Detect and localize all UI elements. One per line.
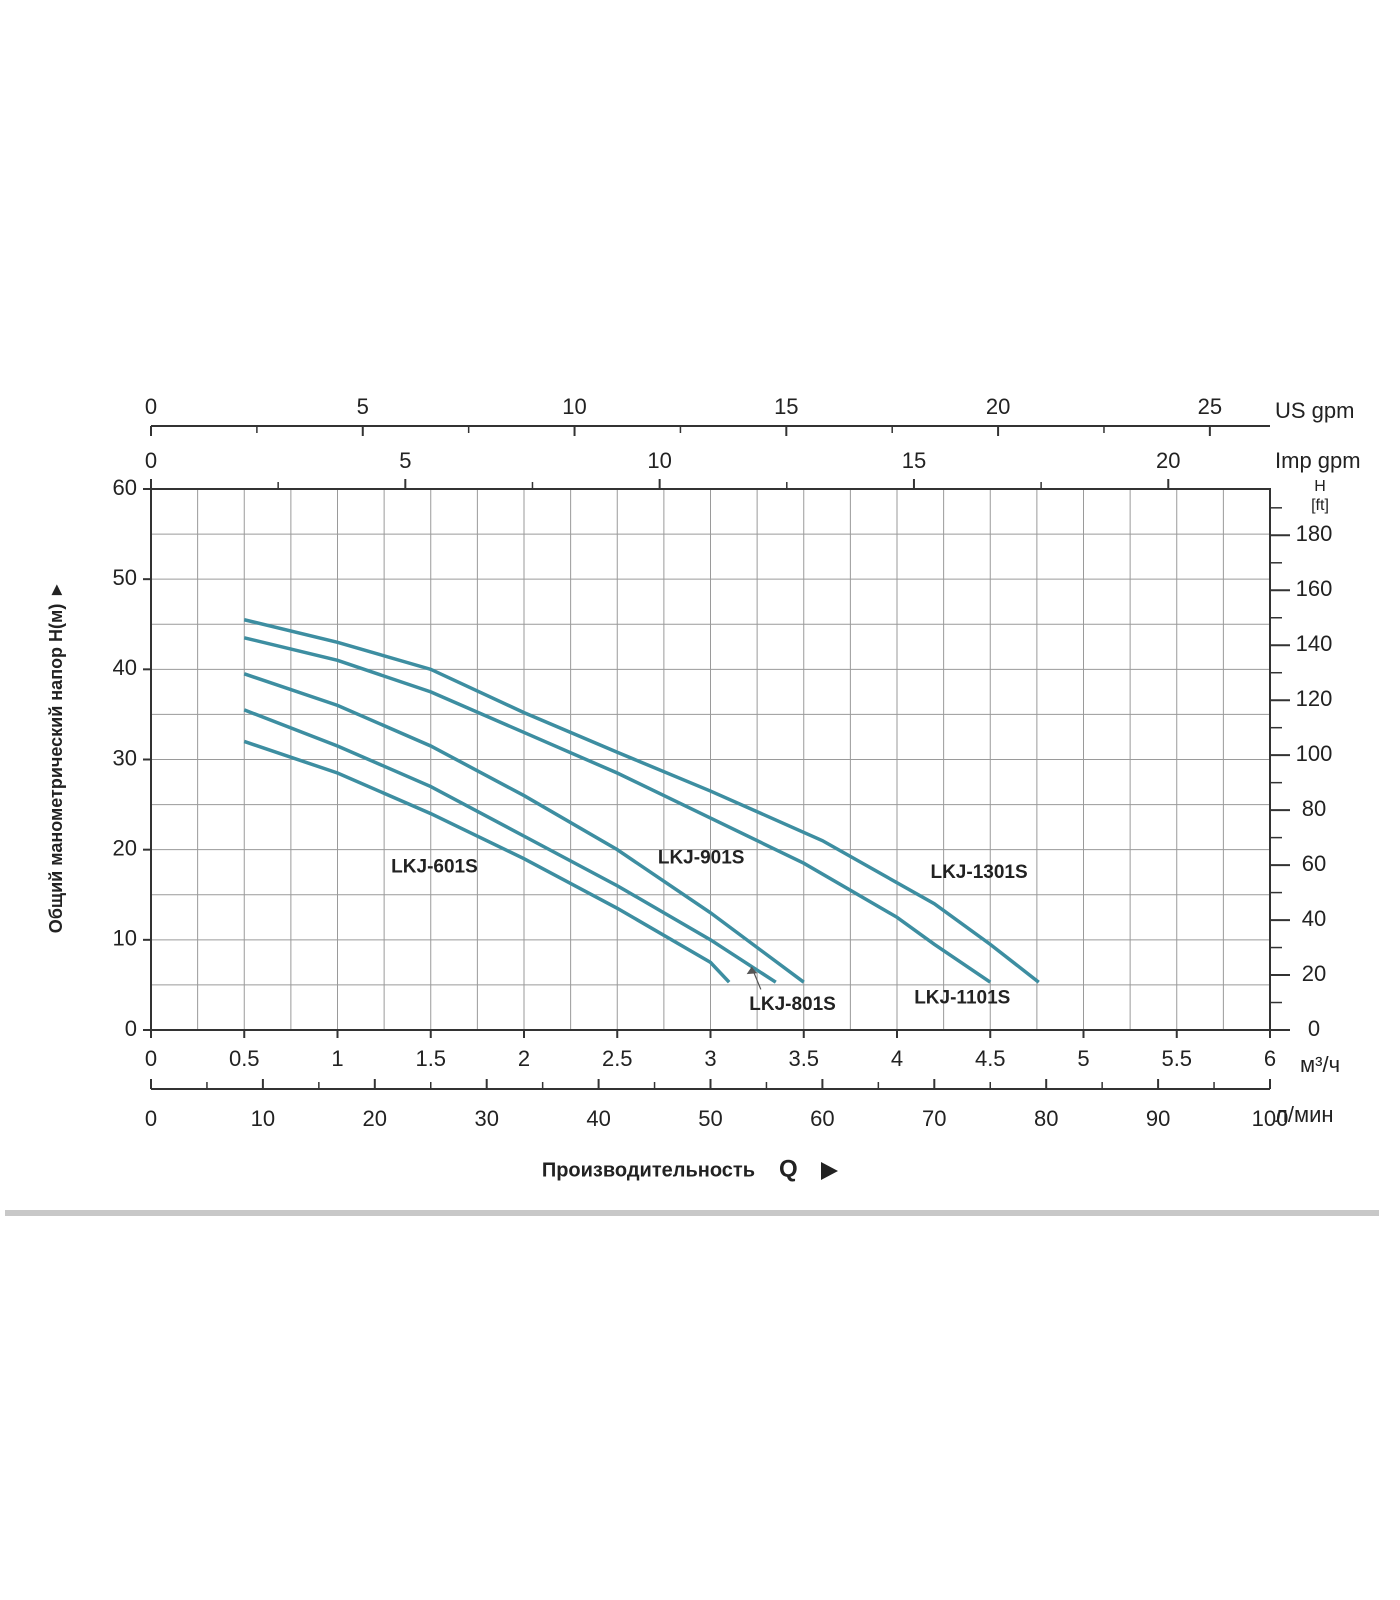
x-axis-symbol: Q <box>779 1155 798 1182</box>
y2-tick-label: 160 <box>1296 576 1333 601</box>
series-label: LKJ-801S <box>749 994 836 1015</box>
series-label: LKJ-901S <box>658 848 745 869</box>
y2-tick-label: 20 <box>1302 961 1326 986</box>
series-label: LKJ-1101S <box>914 987 1010 1008</box>
axis-tick-label: 40 <box>586 1106 610 1131</box>
x-tick-label: 0.5 <box>229 1046 260 1071</box>
y-tick-label: 30 <box>113 745 137 770</box>
y2-tick-label: 40 <box>1302 906 1326 931</box>
y2-tick-label: 0 <box>1308 1016 1320 1041</box>
x-axis-title: Производительность <box>542 1159 755 1181</box>
axis-tick-label: 0 <box>145 1106 157 1131</box>
y2-tick-label: 180 <box>1296 521 1333 546</box>
axis-tick-label: 5 <box>399 448 411 473</box>
axis-tick-label: 15 <box>774 394 798 419</box>
x-tick-label: 4.5 <box>975 1046 1006 1071</box>
axis-unit: Imp gpm <box>1275 448 1361 473</box>
x-tick-label: 4 <box>891 1046 903 1071</box>
axis-tick-label: 80 <box>1034 1106 1058 1131</box>
axis-unit: US gpm <box>1275 398 1354 423</box>
axis-tick-label: 20 <box>363 1106 387 1131</box>
axis-tick-label: 10 <box>562 394 586 419</box>
y2-tick-label: 60 <box>1302 851 1326 876</box>
x-unit: м³/ч <box>1300 1052 1340 1077</box>
x-tick-label: 2 <box>518 1046 530 1071</box>
x-tick-label: 3 <box>704 1046 716 1071</box>
y2-tick-label: 120 <box>1296 686 1333 711</box>
y-tick-label: 0 <box>125 1016 137 1041</box>
axis-tick-label: 5 <box>357 394 369 419</box>
axis-tick-label: 50 <box>698 1106 722 1131</box>
series-line <box>243 739 731 984</box>
arrow <box>821 1162 838 1180</box>
series-line <box>243 618 1040 984</box>
axis-tick-label: 100 <box>1252 1106 1289 1131</box>
axis-tick-label: 10 <box>251 1106 275 1131</box>
series-line <box>243 636 992 984</box>
y-tick-label: 10 <box>113 926 137 951</box>
x-tick-label: 1.5 <box>415 1046 446 1071</box>
x-tick-label: 3.5 <box>788 1046 819 1071</box>
axis-tick-label: 10 <box>647 448 671 473</box>
axis-tick-label: 25 <box>1198 394 1222 419</box>
axis-tick-label: 15 <box>902 448 926 473</box>
series-label: LKJ-1301S <box>930 862 1027 883</box>
axis-tick-label: 20 <box>1156 448 1180 473</box>
axis-tick-label: 30 <box>474 1106 498 1131</box>
axis-tick-label: 20 <box>986 394 1010 419</box>
axis-tick-label: 0 <box>145 448 157 473</box>
y2-unit: [ft] <box>1311 497 1329 514</box>
y2-tick-label: 100 <box>1296 741 1333 766</box>
axis-unit: л/мин <box>1275 1102 1334 1127</box>
series-line <box>243 708 777 984</box>
x-tick-label: 5.5 <box>1161 1046 1192 1071</box>
series-label: LKJ-601S <box>391 857 478 878</box>
pointer-head <box>746 966 758 975</box>
x-tick-label: 6 <box>1264 1046 1276 1071</box>
y-axis-title: Общий манометрический напор H(м) ► <box>46 581 66 933</box>
y2-title: H <box>1314 478 1326 495</box>
y-tick-label: 20 <box>113 835 137 860</box>
axis-tick-label: 90 <box>1146 1106 1170 1131</box>
y2-tick-label: 140 <box>1296 631 1333 656</box>
axis-tick-label: 0 <box>145 394 157 419</box>
divider <box>5 1210 1379 1216</box>
y2-tick-label: 80 <box>1302 796 1326 821</box>
x-tick-label: 0 <box>145 1046 157 1071</box>
y-tick-label: 60 <box>113 475 137 500</box>
y-tick-label: 40 <box>113 655 137 680</box>
y-tick-label: 50 <box>113 565 137 590</box>
axis-tick-label: 70 <box>922 1106 946 1131</box>
series-line <box>243 672 805 984</box>
x-tick-label: 1 <box>331 1046 343 1071</box>
x-tick-label: 2.5 <box>602 1046 633 1071</box>
x-tick-label: 5 <box>1077 1046 1089 1071</box>
axis-tick-label: 60 <box>810 1106 834 1131</box>
